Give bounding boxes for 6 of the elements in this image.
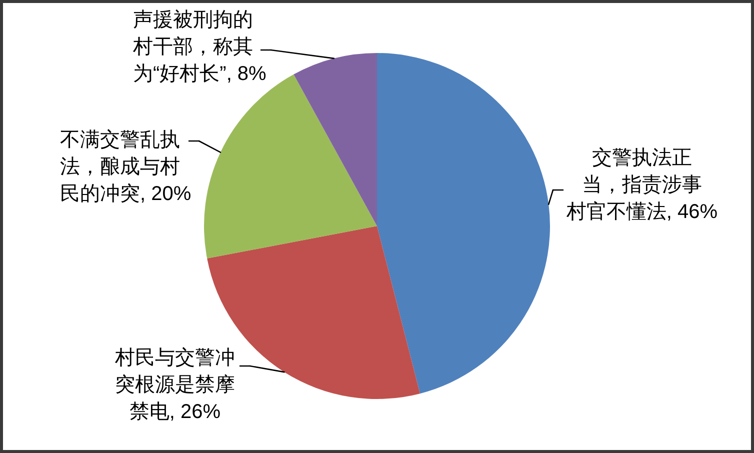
slice-label: 声援被刑拘的村干部，称其为“好村长”, 8% <box>132 9 267 85</box>
slice-label: 村民与交警冲突根源是禁摩禁电, 26% <box>114 347 235 423</box>
pie-slice <box>294 53 377 226</box>
pie-slice <box>377 53 550 394</box>
slice-label: 不满交警乱执法，酿成与村民的冲突, 20% <box>60 129 192 205</box>
slice-label: 交警执法正当，指责涉事村官不懂法, 46% <box>565 147 718 223</box>
